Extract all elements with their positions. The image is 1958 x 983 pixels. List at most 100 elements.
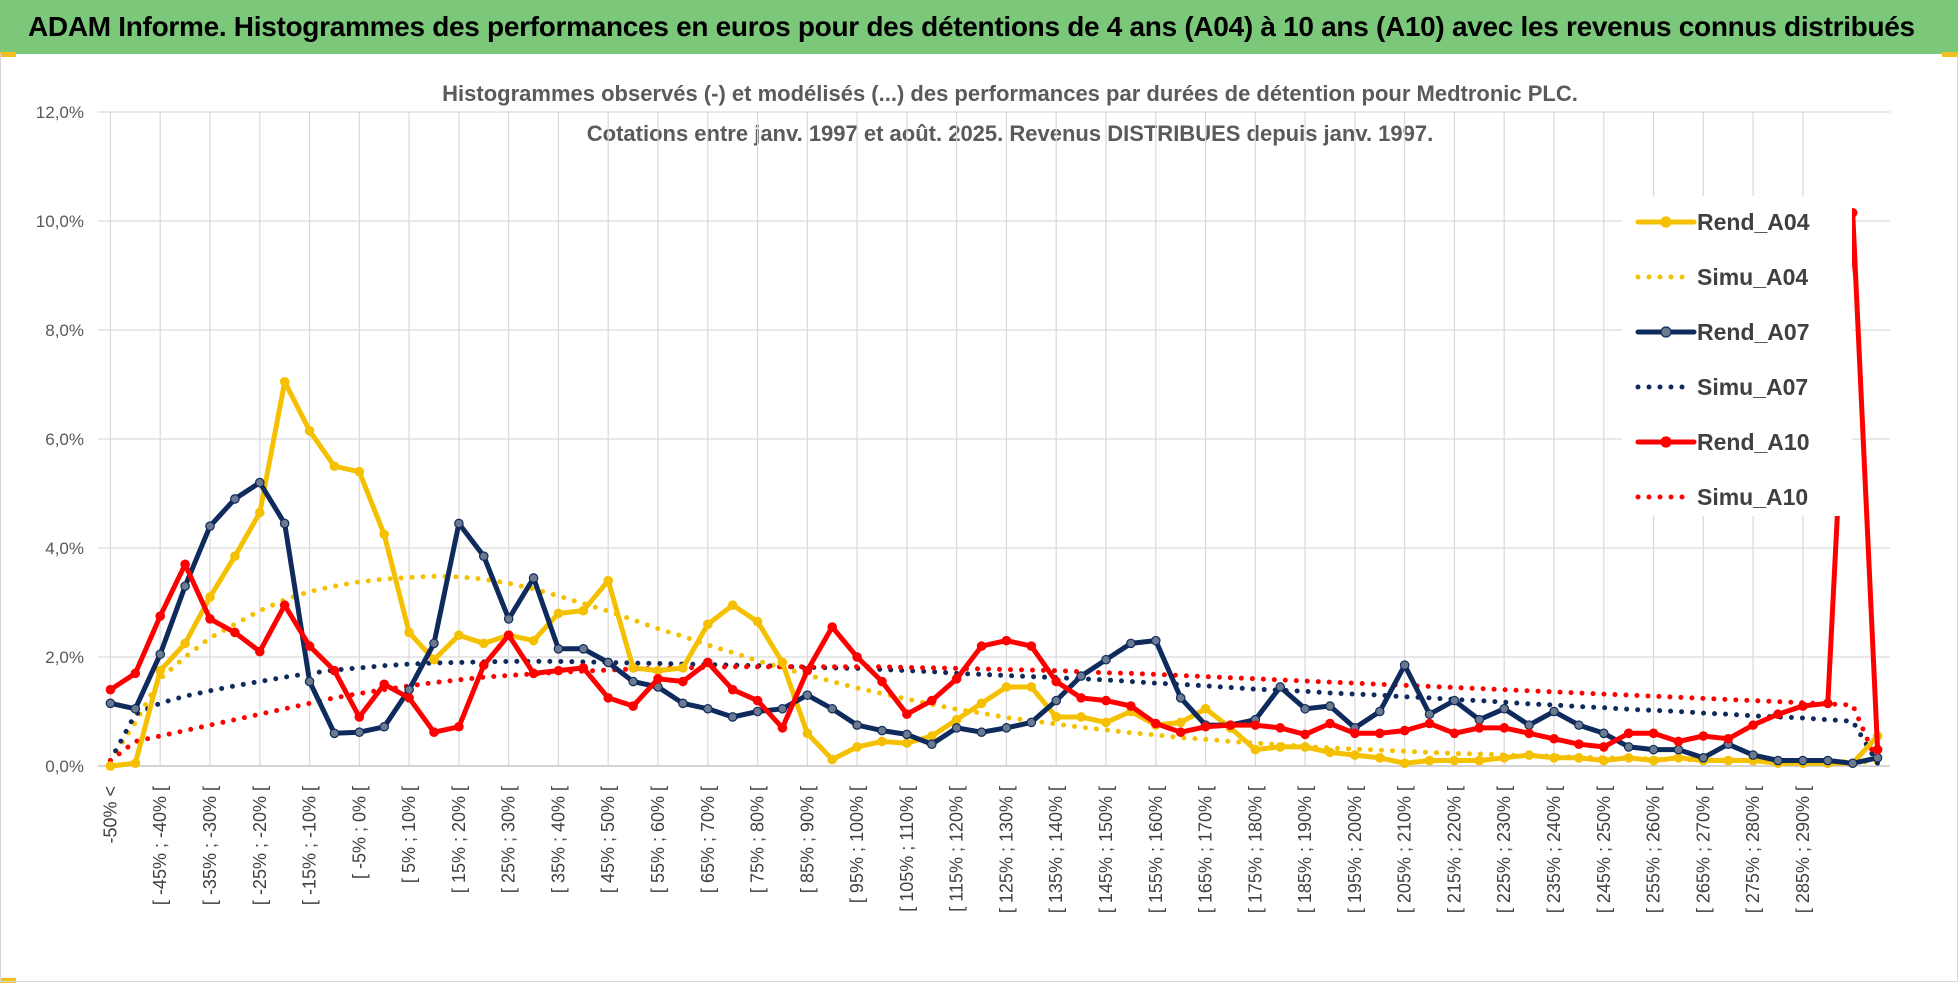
data-point-rend-a07 bbox=[329, 728, 340, 739]
x-tick-label: [ 155% ; 160% [ bbox=[1146, 786, 1166, 913]
data-point-rend-a04 bbox=[528, 635, 539, 646]
data-point-rend-a07 bbox=[1101, 654, 1111, 665]
data-point-rend-a10 bbox=[553, 665, 564, 676]
corner-accent bbox=[0, 978, 16, 983]
data-point-rend-a04 bbox=[1325, 747, 1335, 758]
x-tick-label: [ 15% ; 20% [ bbox=[449, 786, 469, 893]
data-point-rend-a07 bbox=[1549, 706, 1559, 717]
data-point-rend-a10 bbox=[1822, 698, 1833, 709]
legend-marker bbox=[1660, 216, 1672, 228]
series-line-simu-a10 bbox=[107, 664, 1881, 766]
y-tick-label: 12,0% bbox=[36, 103, 84, 122]
series-line-simu-a07 bbox=[107, 658, 1881, 766]
x-tick-label: [ 45% ; 50% [ bbox=[598, 786, 618, 893]
data-point-rend-a10 bbox=[777, 723, 788, 733]
data-point-rend-a10 bbox=[1648, 728, 1659, 739]
data-point-rend-a07 bbox=[976, 727, 987, 738]
data-point-rend-a04 bbox=[379, 529, 390, 540]
report-title: ADAM Informe. Histogrammes des performan… bbox=[28, 11, 1915, 42]
data-point-rend-a10 bbox=[1698, 731, 1709, 741]
series-simu-a04 bbox=[107, 573, 1881, 765]
data-point-rend-a10 bbox=[1250, 720, 1261, 730]
data-point-rend-a10 bbox=[1374, 728, 1385, 739]
data-point-rend-a10 bbox=[1574, 739, 1584, 749]
data-point-rend-a10 bbox=[379, 679, 390, 690]
data-point-rend-a10 bbox=[678, 676, 688, 687]
data-point-rend-a04 bbox=[628, 663, 638, 673]
corner-accent bbox=[0, 52, 16, 57]
data-point-rend-a07 bbox=[528, 573, 539, 583]
data-point-rend-a07 bbox=[702, 703, 713, 714]
data-point-rend-a07 bbox=[1524, 720, 1534, 730]
data-point-rend-a07 bbox=[1872, 753, 1883, 763]
x-tick-label: [ 225% ; 230% [ bbox=[1494, 786, 1514, 913]
data-point-rend-a04 bbox=[130, 758, 141, 769]
data-point-rend-a10 bbox=[1424, 718, 1435, 729]
legend-item-rend-a04: Rend_A04 bbox=[1635, 209, 1810, 235]
data-point-rend-a10 bbox=[130, 668, 141, 679]
data-point-rend-a04 bbox=[1001, 682, 1012, 692]
data-point-rend-a10 bbox=[702, 657, 713, 668]
x-tick-label: [ 175% ; 180% [ bbox=[1245, 786, 1265, 913]
data-point-rend-a04 bbox=[702, 619, 713, 630]
data-point-rend-a07 bbox=[603, 657, 614, 668]
data-point-rend-a10 bbox=[205, 614, 215, 624]
data-point-rend-a10 bbox=[1076, 693, 1086, 703]
data-point-rend-a07 bbox=[1150, 635, 1161, 646]
data-point-rend-a07 bbox=[578, 644, 589, 654]
data-point-rend-a04 bbox=[1574, 753, 1584, 763]
data-point-rend-a10 bbox=[1773, 709, 1783, 720]
data-point-rend-a04 bbox=[1449, 755, 1460, 766]
corner-accent bbox=[1942, 52, 1958, 57]
data-point-rend-a07 bbox=[1076, 671, 1086, 681]
data-point-rend-a07 bbox=[1798, 755, 1808, 766]
series-rend-a07 bbox=[105, 477, 1883, 769]
data-point-rend-a07 bbox=[1748, 750, 1758, 760]
y-tick-label: 8,0% bbox=[45, 321, 84, 340]
x-tick-label: [ 85% ; 90% [ bbox=[797, 786, 817, 893]
x-tick-label: [ 205% ; 210% [ bbox=[1395, 786, 1415, 913]
data-point-rend-a07 bbox=[1574, 720, 1584, 730]
data-point-rend-a04 bbox=[1499, 753, 1510, 763]
data-point-rend-a10 bbox=[1275, 723, 1286, 733]
data-point-rend-a04 bbox=[478, 638, 489, 649]
data-point-rend-a10 bbox=[1499, 723, 1510, 733]
data-point-rend-a07 bbox=[678, 698, 688, 709]
data-point-rend-a07 bbox=[354, 727, 365, 738]
y-tick-label: 4,0% bbox=[45, 539, 84, 558]
data-point-rend-a04 bbox=[230, 551, 240, 561]
data-point-rend-a04 bbox=[1250, 744, 1261, 755]
data-point-rend-a10 bbox=[578, 663, 589, 673]
data-point-rend-a07 bbox=[1474, 714, 1485, 725]
data-point-rend-a07 bbox=[1126, 638, 1136, 649]
legend-marker bbox=[1660, 326, 1672, 338]
data-point-rend-a04 bbox=[777, 657, 788, 668]
data-point-rend-a04 bbox=[1350, 750, 1360, 760]
y-gridlines bbox=[98, 111, 1890, 767]
series-rend-a10 bbox=[105, 208, 1883, 755]
data-point-rend-a10 bbox=[1549, 733, 1559, 744]
legend-label: Rend_A10 bbox=[1697, 429, 1809, 455]
data-point-rend-a07 bbox=[1598, 728, 1609, 739]
data-point-rend-a07 bbox=[628, 676, 638, 687]
legend-label: Rend_A07 bbox=[1697, 319, 1809, 345]
x-tick-label: [ 185% ; 190% [ bbox=[1295, 786, 1315, 913]
x-tick-label: [ 235% ; 240% [ bbox=[1544, 786, 1564, 913]
data-point-rend-a04 bbox=[205, 592, 215, 602]
data-point-rend-a07 bbox=[951, 723, 962, 733]
x-tick-label: [ 265% ; 270% [ bbox=[1693, 786, 1713, 913]
data-point-rend-a07 bbox=[155, 649, 166, 660]
data-point-rend-a10 bbox=[1598, 742, 1609, 752]
data-point-rend-a07 bbox=[1499, 703, 1510, 714]
x-tick-label: [ 25% ; 30% [ bbox=[499, 786, 519, 893]
data-point-rend-a04 bbox=[279, 376, 290, 387]
x-tick-label: [ -25% ; -20% [ bbox=[250, 786, 270, 905]
x-tick-label: [ 285% ; 290% [ bbox=[1793, 786, 1813, 913]
data-point-rend-a07 bbox=[379, 721, 390, 732]
data-point-rend-a07 bbox=[105, 698, 116, 709]
data-point-rend-a10 bbox=[752, 695, 763, 706]
legend-item-simu-a04: Simu_A04 bbox=[1635, 264, 1808, 290]
data-point-rend-a04 bbox=[1200, 703, 1211, 714]
legend-label: Simu_A04 bbox=[1697, 264, 1808, 290]
data-point-rend-a04 bbox=[1623, 753, 1634, 763]
